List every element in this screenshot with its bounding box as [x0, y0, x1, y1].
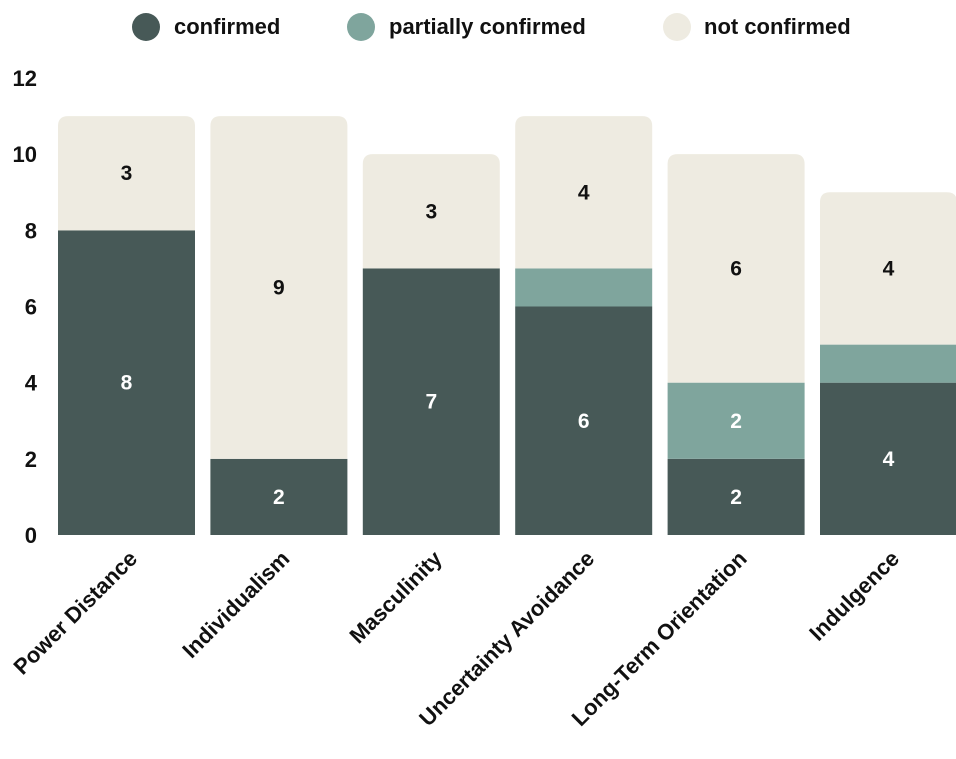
y-tick-label: 8 — [25, 218, 37, 243]
x-tick-label: Indulgence — [804, 546, 904, 646]
y-axis: 0 2 4 6 8 10 12 — [13, 66, 38, 548]
bar-segment-partially-confirmed — [667, 382, 805, 459]
y-tick-label: 2 — [25, 447, 37, 472]
bar-segment-confirmed — [362, 268, 500, 535]
bar-indulgence: 4 4 Indulgence — [804, 192, 956, 646]
bar-segment-not-confirmed — [362, 154, 500, 269]
bar-segment-not-confirmed — [58, 116, 195, 231]
bar-segment-partially-confirmed — [820, 344, 956, 383]
bar-segment-confirmed — [820, 382, 956, 535]
y-tick-label: 10 — [13, 142, 37, 167]
data-label: 6 — [578, 410, 590, 433]
data-label: 7 — [425, 391, 437, 414]
data-label: 9 — [273, 276, 285, 299]
bar-segment-confirmed — [210, 458, 348, 535]
x-tick-label: Uncertainty Avoidance — [414, 546, 599, 731]
bar-segment-confirmed — [667, 458, 805, 535]
data-label: 6 — [730, 257, 742, 280]
bar-segment-confirmed — [515, 306, 653, 535]
y-tick-label: 4 — [25, 371, 38, 396]
y-tick-label: 12 — [13, 66, 37, 91]
y-tick-label: 6 — [25, 295, 37, 320]
bar-segment-confirmed — [58, 230, 195, 536]
legend-swatch-confirmed — [132, 13, 160, 41]
bar-masculinity: 7 3 Masculinity — [344, 154, 500, 648]
bar-segment-not-confirmed — [667, 154, 805, 383]
bar-segment-not-confirmed — [210, 116, 348, 459]
data-label: 4 — [578, 181, 590, 204]
x-tick-label: Long-Term Orientation — [567, 546, 752, 731]
legend-swatch-partially-confirmed — [347, 13, 375, 41]
data-label: 4 — [883, 448, 895, 471]
x-tick-label: Power Distance — [9, 546, 143, 680]
data-label: 3 — [121, 162, 133, 185]
x-tick-label: Masculinity — [344, 545, 447, 648]
y-tick-label: 0 — [25, 523, 37, 548]
data-label: 2 — [730, 486, 742, 509]
x-tick-label: Individualism — [177, 546, 294, 663]
bar-individualism: 2 9 Individualism — [177, 116, 348, 663]
bar-segment-not-confirmed — [515, 116, 653, 269]
legend-label-not-confirmed: not confirmed — [704, 14, 851, 39]
bars: 8 3 Power Distance 2 9 Individualism 7 3 Masculi… — [9, 116, 956, 731]
data-label: 3 — [425, 200, 437, 223]
bar-power-distance: 8 3 Power Distance — [9, 116, 195, 679]
data-label: 8 — [121, 372, 133, 395]
legend-label-partially-confirmed: partially confirmed — [389, 14, 586, 39]
data-label: 4 — [883, 257, 895, 280]
data-label: 2 — [273, 486, 285, 509]
legend: confirmed partially confirmed not confirme… — [132, 13, 851, 41]
bar-segment-partially-confirmed — [515, 268, 653, 307]
bar-segment-not-confirmed — [820, 192, 956, 345]
legend-label-confirmed: confirmed — [174, 14, 280, 39]
legend-swatch-not-confirmed — [663, 13, 691, 41]
data-label: 2 — [730, 410, 742, 433]
